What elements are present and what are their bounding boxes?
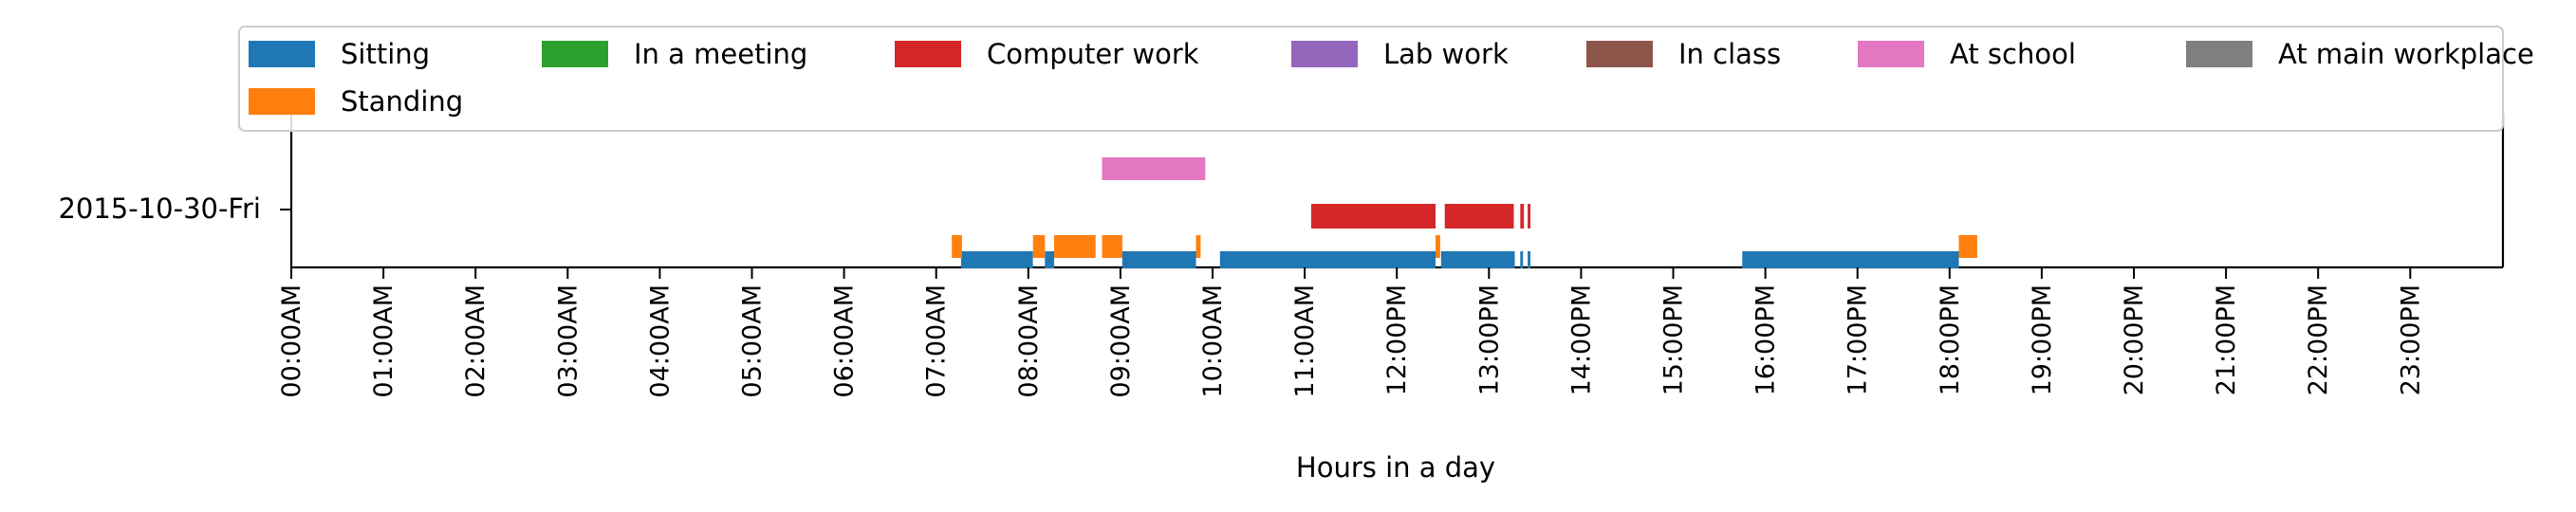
x-tick-label: 09:00AM <box>1106 284 1136 398</box>
legend-box <box>238 26 2504 132</box>
legend-swatch <box>249 41 315 67</box>
bar-computer-work <box>1528 204 1530 229</box>
bar-sitting <box>1742 251 1959 268</box>
legend: Sitting In a meeting Computer work Lab work… <box>238 26 2534 132</box>
x-tick-label: 12:00PM <box>1382 284 1412 395</box>
bar-standing <box>1102 235 1122 258</box>
legend-label: Computer work <box>987 38 1199 70</box>
legend-label: At main workplace <box>2278 38 2534 70</box>
bar-sitting <box>1520 251 1524 268</box>
legend-label: Lab work <box>1383 38 1509 70</box>
legend-label: Standing <box>341 85 463 118</box>
x-tick-label: 01:00AM <box>369 284 398 398</box>
x-tick-label: 05:00AM <box>738 284 768 398</box>
bars-layer <box>952 157 1977 268</box>
bar-sitting <box>1121 251 1196 268</box>
x-tick-label: 19:00PM <box>2028 284 2057 395</box>
bar-standing <box>952 235 962 258</box>
axis-layer: 00:00AM 01:00AM 02:00AM 03:00AM 04:00AM 05:00… <box>277 209 2425 398</box>
legend-label: Sitting <box>341 38 430 70</box>
bar-computer-work <box>1520 204 1525 229</box>
bar-standing <box>1958 235 1977 258</box>
x-tick-label: 13:00PM <box>1474 284 1504 395</box>
x-tick-label: 14:00PM <box>1566 284 1596 395</box>
bar-sitting <box>1440 251 1515 268</box>
x-tick-label: 00:00AM <box>277 284 306 398</box>
x-tick-label: 06:00AM <box>830 284 860 398</box>
bar-at-school <box>1102 157 1206 180</box>
y-row-label: 2015-10-30-Fri <box>58 192 261 225</box>
legend-swatch <box>895 41 961 67</box>
x-tick-label: 16:00PM <box>1751 284 1781 395</box>
plot-frame <box>289 114 2505 269</box>
legend-swatch <box>1858 41 1924 67</box>
legend-swatch <box>1586 41 1653 67</box>
x-tick-label: 03:00AM <box>553 284 583 398</box>
x-tick-label: 17:00PM <box>1844 284 1873 395</box>
legend-swatch <box>542 41 608 67</box>
bar-sitting <box>1219 251 1436 268</box>
legend-swatch <box>249 88 315 115</box>
x-tick-label: 20:00PM <box>2120 284 2149 395</box>
legend-label: In class <box>1678 38 1781 70</box>
x-tick-label: 11:00AM <box>1290 284 1320 398</box>
bar-computer-work <box>1310 204 1436 229</box>
x-tick-label: 22:00PM <box>2304 284 2333 395</box>
x-tick-label: 08:00AM <box>1014 284 1044 398</box>
legend-swatch <box>2186 41 2252 67</box>
bar-standing <box>1054 235 1096 258</box>
legend-label: In a meeting <box>634 38 807 70</box>
bar-standing <box>1195 235 1201 258</box>
bar-computer-work <box>1444 204 1514 229</box>
bar-sitting <box>1045 251 1054 268</box>
bar-sitting <box>960 251 1033 268</box>
x-tick-label: 04:00AM <box>645 284 675 398</box>
x-tick-label: 02:00AM <box>461 284 491 398</box>
legend-swatch <box>1291 41 1358 67</box>
bar-standing <box>1436 235 1440 258</box>
bar-sitting <box>1528 251 1530 268</box>
x-tick-label: 07:00AM <box>922 284 952 398</box>
x-tick-label: 10:00AM <box>1198 284 1228 398</box>
x-tick-label: 23:00PM <box>2396 284 2425 395</box>
legend-label: At school <box>1950 38 2076 70</box>
x-axis-label: Hours in a day <box>1296 451 1495 484</box>
bar-standing <box>1032 235 1046 258</box>
x-tick-label: 18:00PM <box>1936 284 1965 395</box>
x-tick-label: 21:00PM <box>2212 284 2241 395</box>
x-tick-label: 15:00PM <box>1659 284 1689 395</box>
